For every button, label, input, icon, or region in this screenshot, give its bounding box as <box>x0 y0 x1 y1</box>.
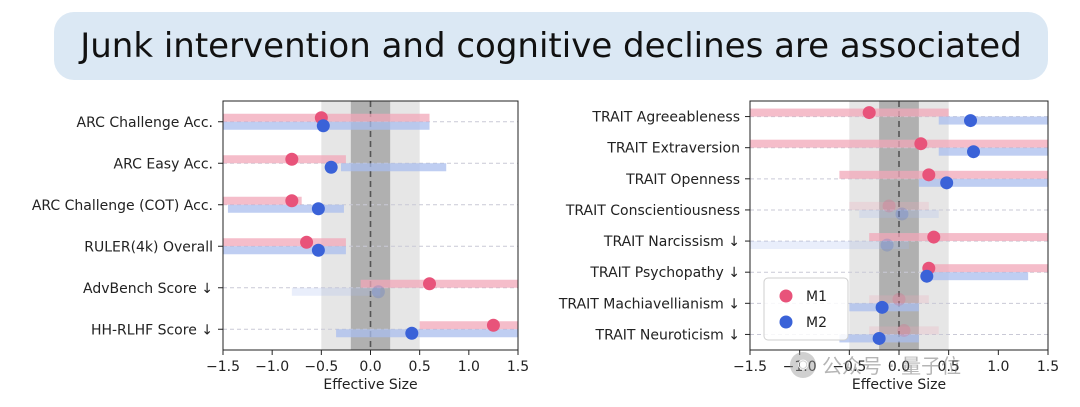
point-m2 <box>967 145 980 159</box>
category-label: TRAIT Extraversion <box>606 141 740 157</box>
interval-bar-m2 <box>341 163 447 172</box>
interval-bar-m1 <box>849 201 929 210</box>
interval-bar-m2 <box>938 116 1048 125</box>
category-label: HH-RLHF Score ↓ <box>91 322 213 338</box>
interval-bar-m2 <box>336 329 518 338</box>
interval-bar-m1 <box>223 196 302 205</box>
point-m2 <box>940 176 954 190</box>
interval-bar-m1 <box>223 155 346 164</box>
x-tick-label: 0.5 <box>938 359 960 375</box>
point-m1 <box>882 199 896 213</box>
x-tick-label: 0.0 <box>888 359 910 375</box>
x-tick-label: 0.5 <box>409 359 431 375</box>
interval-bar-m2 <box>859 209 939 218</box>
wechat-icon: ◉ <box>790 351 816 378</box>
interval-bar-m1 <box>223 238 346 247</box>
interval-bar-m1 <box>869 326 939 335</box>
category-label: RULER(4k) Overall <box>84 239 213 255</box>
interval-bar-m2 <box>223 246 346 255</box>
point-m1 <box>927 230 941 244</box>
point-m1 <box>486 318 500 332</box>
x-tick-label: 1.0 <box>458 359 480 375</box>
category-label: TRAIT Narcissism ↓ <box>603 234 740 250</box>
category-label: AdvBench Score ↓ <box>83 281 213 297</box>
interval-bar-m1 <box>928 264 1048 273</box>
point-m1 <box>285 152 299 166</box>
interval-bar-m1 <box>869 295 929 304</box>
category-label: ARC Easy Acc. <box>114 156 213 172</box>
interval-bar-m2 <box>926 272 1029 281</box>
interval-bar-m2 <box>291 287 381 296</box>
legend-marker-m2 <box>779 315 793 329</box>
x-tick-label: 1.5 <box>507 359 529 375</box>
point-m1 <box>423 277 436 291</box>
x-tick-label: −0.5 <box>304 359 338 375</box>
x-tick-label: −1.0 <box>783 359 817 375</box>
point-m2 <box>964 114 978 128</box>
interval-bar-m2 <box>750 241 909 250</box>
interval-bar-m1 <box>360 279 518 288</box>
x-tick-label: −1.5 <box>206 359 240 375</box>
interval-bar-m1 <box>750 139 1048 148</box>
title-banner: Junk intervention and cognitive declines… <box>54 12 1048 80</box>
point-m2 <box>875 300 889 314</box>
point-m2 <box>324 160 338 174</box>
category-label: TRAIT Machiavellianism ↓ <box>558 296 740 312</box>
category-label: ARC Challenge Acc. <box>77 115 213 131</box>
watermark-text: 公众号 · 量子位 <box>822 354 962 378</box>
legend-marker-m1 <box>779 289 793 303</box>
category-label: TRAIT Psychopathy ↓ <box>589 265 740 281</box>
x-axis-label: Effective Size <box>323 377 417 393</box>
page-title: Junk intervention and cognitive declines… <box>80 26 1022 66</box>
x-tick-label: −0.5 <box>832 359 866 375</box>
interval-bar-m1 <box>750 108 949 117</box>
x-axis-label: Effective Size <box>852 377 946 393</box>
category-label: ARC Challenge (COT) Acc. <box>32 198 213 214</box>
point-m2 <box>872 331 886 345</box>
point-m2 <box>895 207 909 221</box>
point-m1 <box>922 168 936 182</box>
point-m2 <box>311 202 325 216</box>
interval-bar-m2 <box>938 147 1048 156</box>
interval-bar-m1 <box>839 170 1048 179</box>
point-m1 <box>862 106 876 120</box>
point-m1 <box>914 137 928 151</box>
point-m2 <box>311 243 325 257</box>
interval-bar-m2 <box>918 178 1048 187</box>
legend-label-m1: M1 <box>806 289 827 305</box>
interval-bar-m1 <box>869 233 1048 242</box>
interval-bar-m1 <box>419 321 518 330</box>
point-m2 <box>405 326 419 340</box>
point-m1 <box>897 323 911 337</box>
point-m2 <box>880 238 894 252</box>
category-label: TRAIT Neuroticism ↓ <box>595 327 740 343</box>
category-label: TRAIT Conscientiousness <box>565 203 740 219</box>
x-tick-label: 0.0 <box>359 359 381 375</box>
x-tick-label: −1.0 <box>255 359 289 375</box>
x-tick-label: −1.5 <box>733 359 767 375</box>
point-m1 <box>892 292 906 306</box>
interval-bar-m2 <box>227 204 344 213</box>
point-m1 <box>300 235 314 249</box>
x-tick-label: 1.0 <box>987 359 1009 375</box>
point-m2 <box>371 285 385 299</box>
legend-label-m2: M2 <box>806 315 827 331</box>
category-label: TRAIT Openness <box>625 172 740 188</box>
point-m2 <box>920 269 934 283</box>
category-label: TRAIT Agreeableness <box>591 110 740 126</box>
point-m1 <box>285 194 299 208</box>
point-m2 <box>316 119 330 133</box>
x-tick-label: 1.5 <box>1037 359 1059 375</box>
watermark: ◉ 公众号 · 量子位 <box>790 350 961 379</box>
